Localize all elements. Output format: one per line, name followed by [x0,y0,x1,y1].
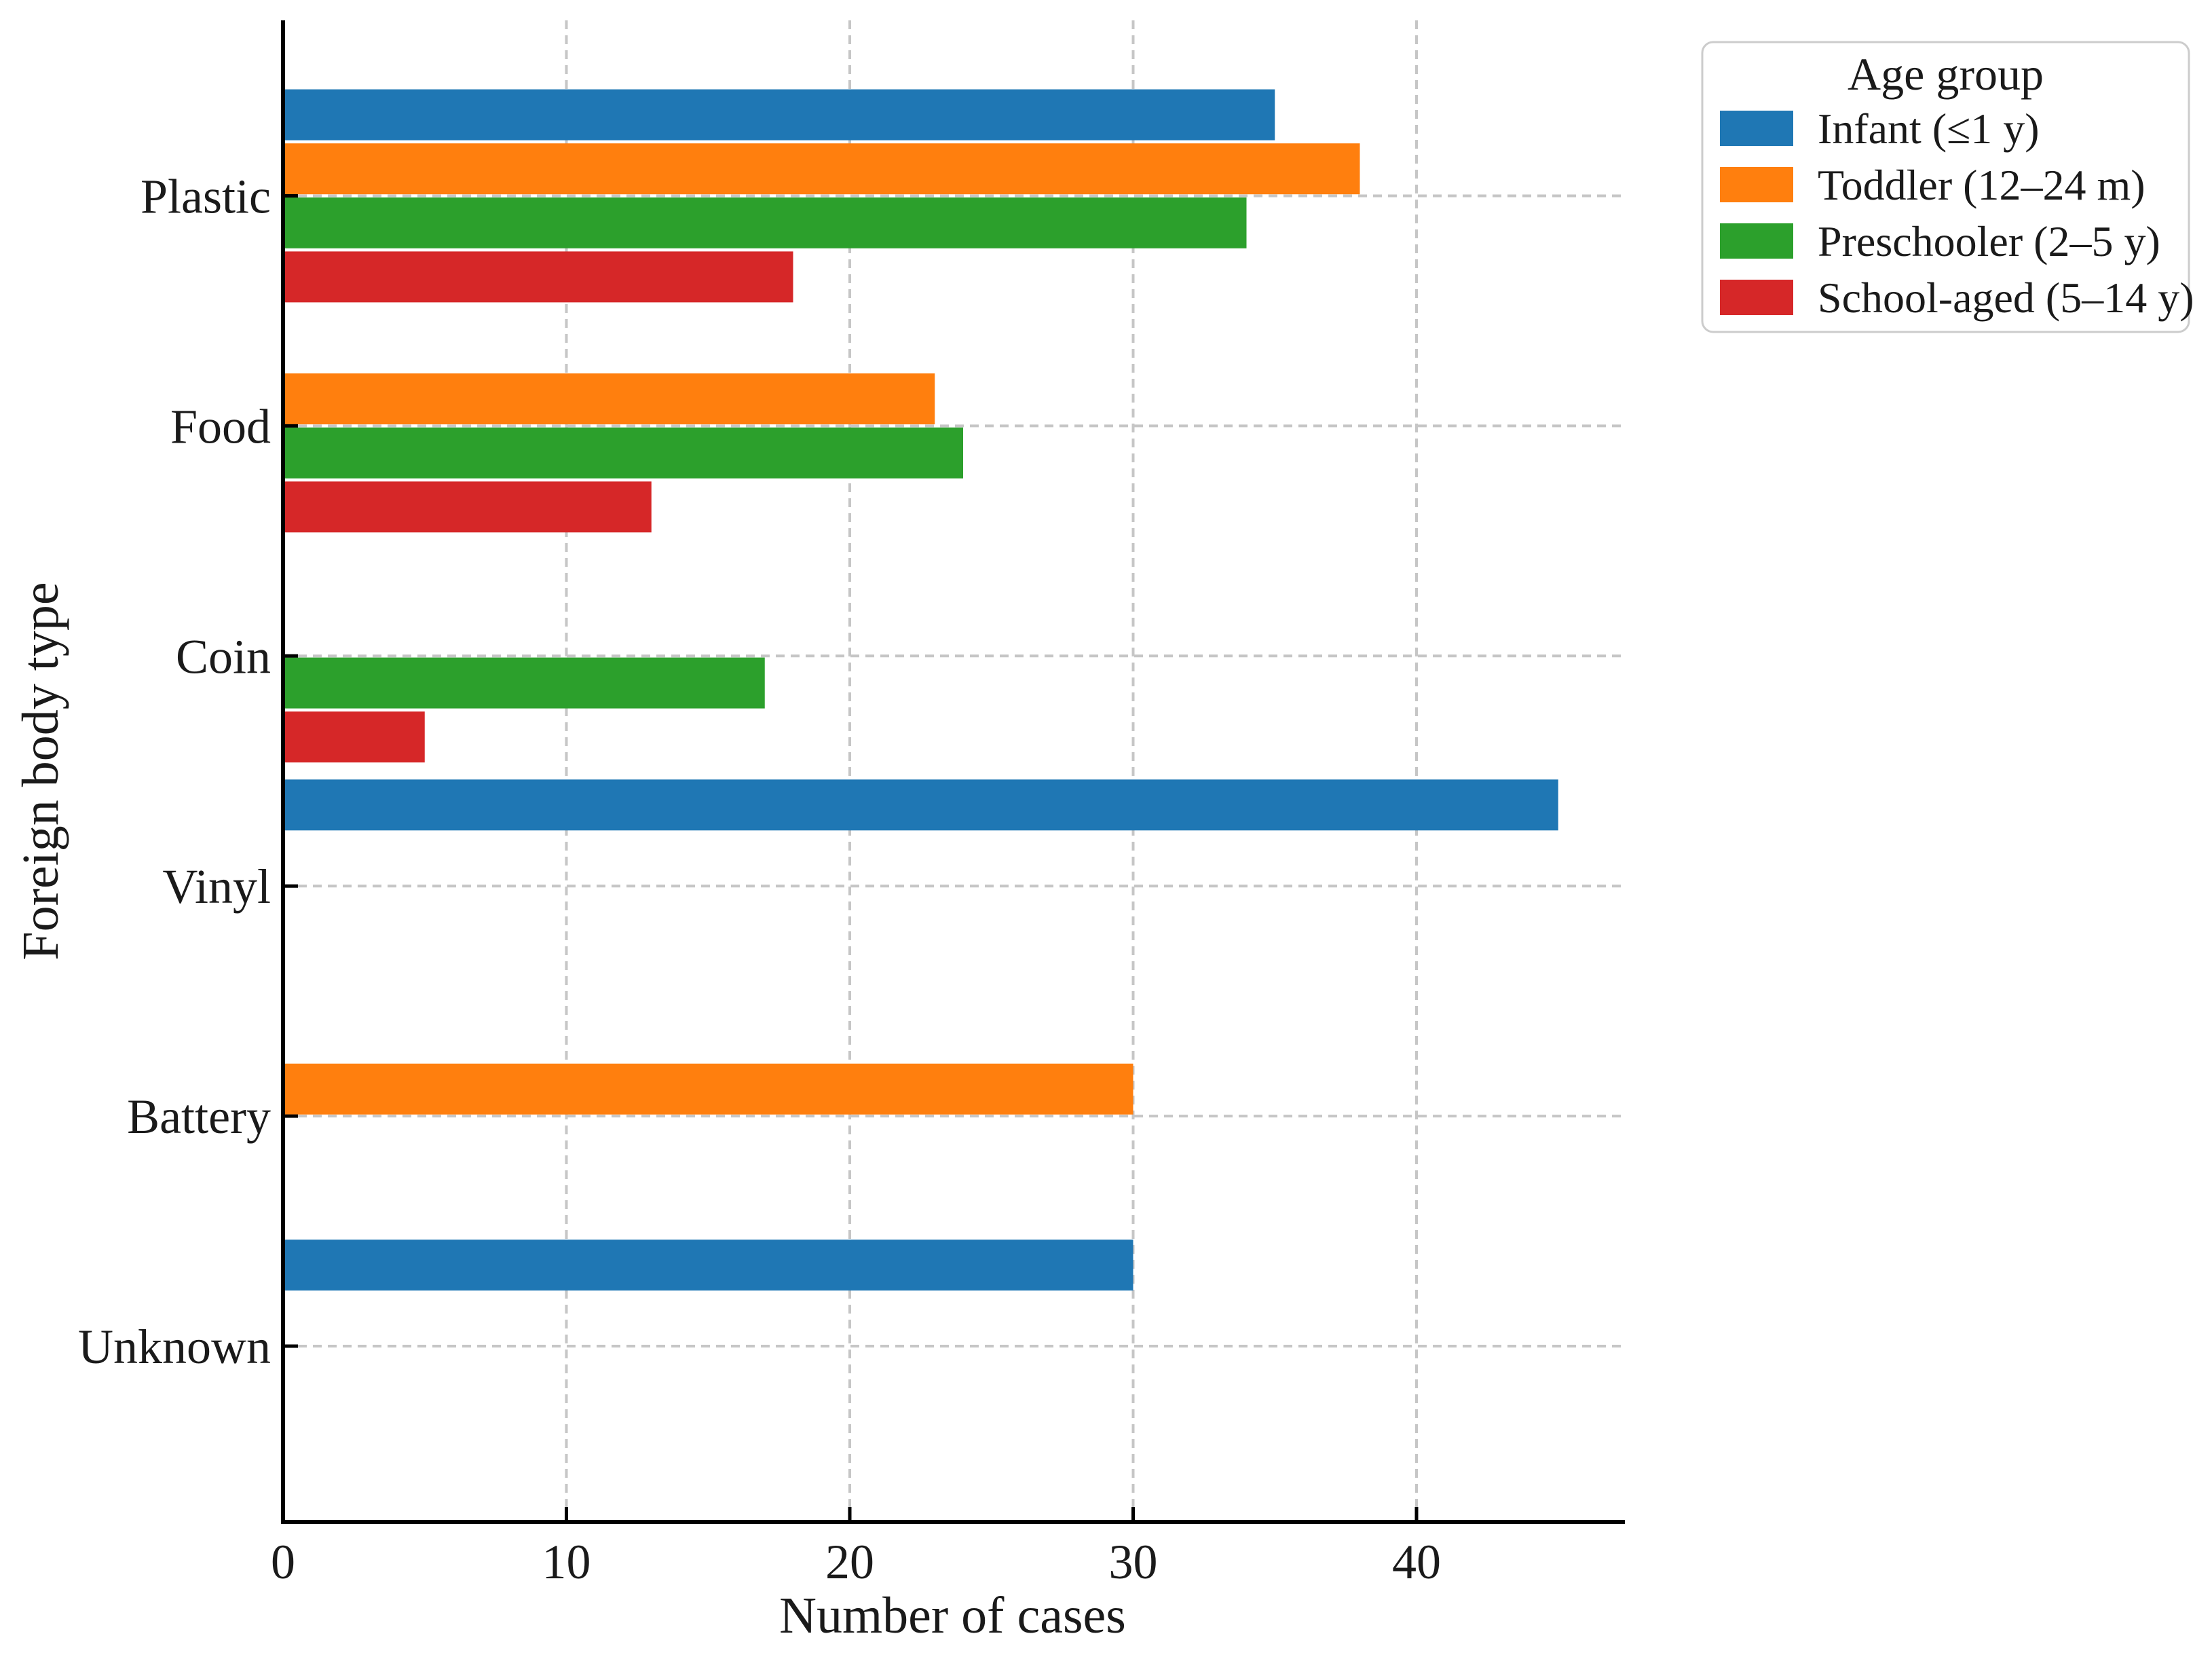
y-tick-label-plastic: Plastic [140,170,271,224]
x-axis-title: Number of cases [779,1587,1126,1644]
legend-title: Age group [1848,48,2044,100]
legend-swatch-preschooler [1720,223,1793,259]
bar-plastic-preschooler [285,197,1247,248]
legend-label-preschooler: Preschooler (2–5 y) [1818,217,2160,265]
bar-plastic-school-aged [285,251,793,303]
legend-box [1701,41,2190,333]
y-tick-label-vinyl: Vinyl [162,859,271,914]
bar-food-preschooler [285,427,963,479]
legend-label-toddler: Toddler (12–24 m) [1818,161,2145,209]
y-tick-label-battery: Battery [127,1090,271,1144]
legend-swatch-toddler [1720,167,1793,202]
x-tick-label-20: 20 [825,1535,874,1589]
y-tick-label-coin: Coin [176,629,271,684]
legend-swatch-infant [1720,111,1793,146]
bar-coin-school-aged [285,711,425,763]
bar-plastic-toddler [285,143,1360,195]
bar-unknown-infant [285,1240,1133,1291]
bar-food-school-aged [285,481,652,533]
x-tick-label-30: 30 [1109,1535,1158,1589]
legend-swatch-school-aged [1720,280,1793,315]
legend-label-infant: Infant (≤1 y) [1818,105,2040,153]
bar-battery-toddler [285,1063,1133,1115]
bar-vinyl-infant [285,779,1558,831]
y-tick-label-unknown: Unknown [78,1320,271,1374]
bar-food-toddler [285,373,935,425]
y-axis-title: Foreign body type [12,582,69,960]
y-tick-label-food: Food [170,399,271,453]
x-tick-label-40: 40 [1392,1535,1441,1589]
bar-plastic-infant [285,89,1275,141]
x-tick-label-0: 0 [271,1535,295,1589]
bar-coin-preschooler [285,657,765,709]
legend-label-school-aged: School-aged (5–14 y) [1818,274,2194,322]
x-tick-label-10: 10 [542,1535,591,1589]
